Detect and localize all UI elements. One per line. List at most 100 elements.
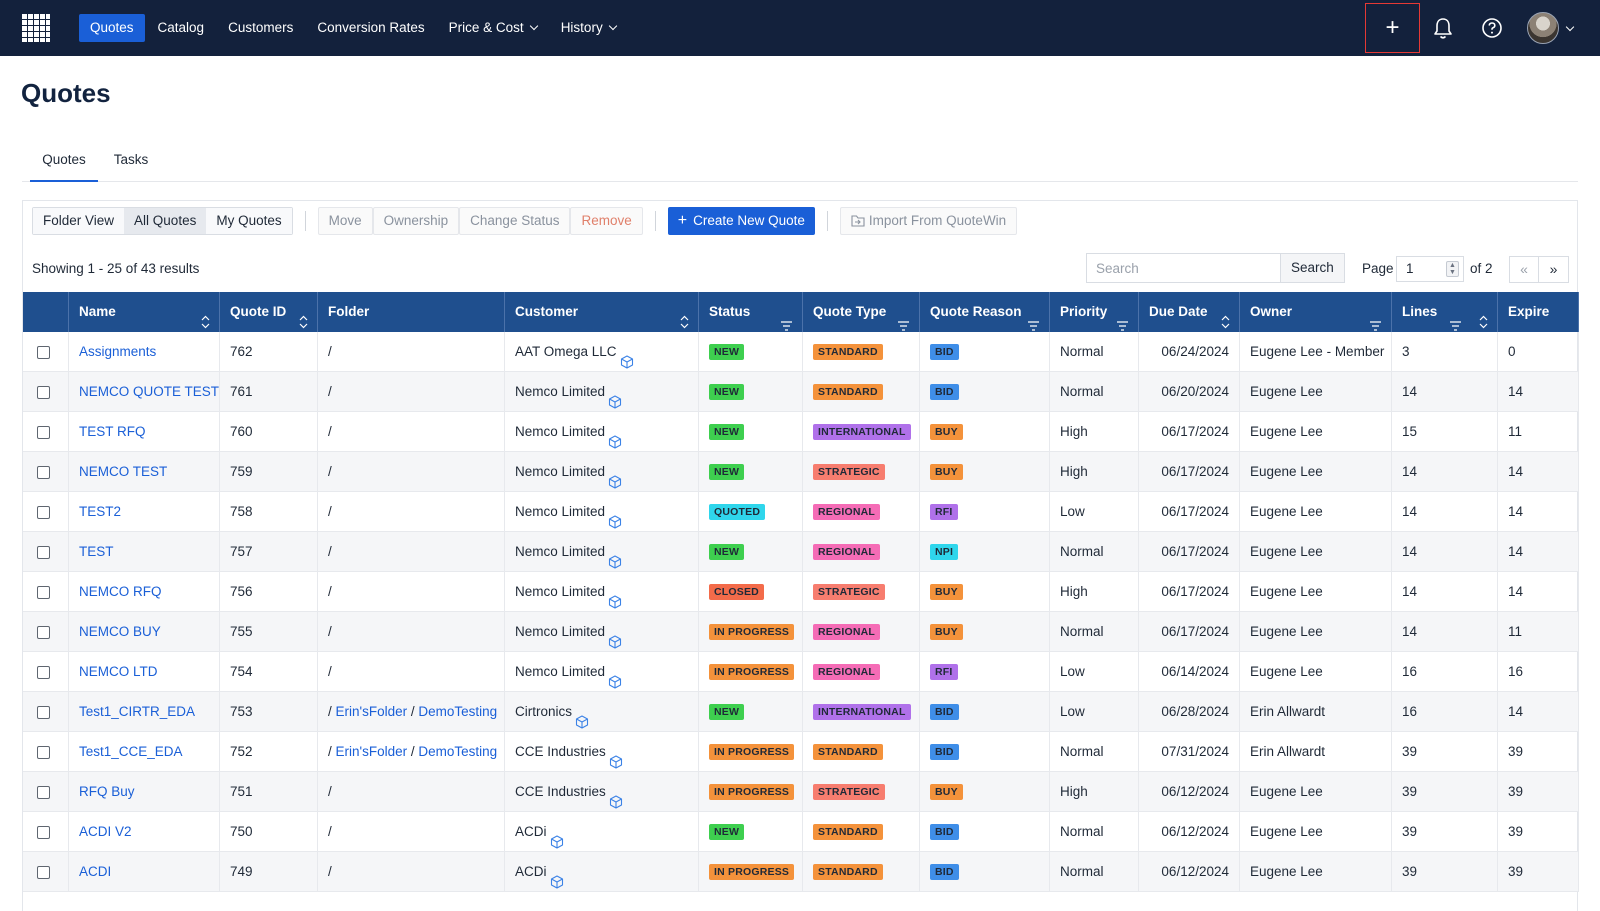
table-row[interactable]: TEST RFQ 760 / Nemco Limited NEW INTERNATIONA… (23, 412, 1579, 452)
sort-icon[interactable] (1479, 305, 1488, 329)
row-checkbox[interactable] (37, 825, 50, 839)
create-new-quote-button[interactable]: + Create New Quote (667, 207, 815, 235)
tab-quotes[interactable]: Quotes (30, 142, 98, 182)
nav-item-conversion-rates[interactable]: Conversion Rates (306, 14, 435, 42)
quote-name-link[interactable]: TEST2 (79, 504, 122, 519)
column-header-select[interactable] (23, 292, 69, 332)
quote-name-link[interactable]: TEST (79, 544, 114, 559)
table-row[interactable]: Test1_CIRTR_EDA 753/ Erin'sFolder / DemoT… (23, 692, 1579, 732)
remove-button[interactable]: Remove (570, 207, 643, 235)
filter-icon[interactable] (898, 307, 909, 331)
table-row[interactable]: Assignments 762 / AAT Omega LLC NEW STANDARD B… (23, 332, 1579, 372)
search-input[interactable] (1086, 253, 1280, 283)
table-row[interactable]: TEST 757 / Nemco Limited NEW REGIONAL NPI Norma… (23, 532, 1579, 572)
sort-icon[interactable] (1221, 305, 1230, 329)
change-status-button[interactable]: Change Status (459, 207, 571, 235)
quote-name-link[interactable]: NEMCO RFQ (79, 584, 162, 599)
cube-icon[interactable] (609, 785, 623, 809)
move-button[interactable]: Move (317, 207, 373, 235)
row-checkbox[interactable] (37, 545, 50, 559)
quote-name-link[interactable]: NEMCO TEST (79, 464, 168, 479)
column-header-lines[interactable]: Lines (1392, 292, 1498, 332)
cube-icon[interactable] (608, 625, 622, 649)
help-icon[interactable] (1481, 17, 1503, 39)
sort-icon[interactable] (201, 305, 210, 329)
quote-name-link[interactable]: NEMCO LTD (79, 664, 158, 679)
cube-icon[interactable] (575, 705, 589, 729)
column-header-due-date[interactable]: Due Date (1139, 292, 1240, 332)
cube-icon[interactable] (608, 665, 622, 689)
folder-link[interactable]: DemoTesting (418, 704, 498, 719)
page-number-input[interactable]: 1 ▲ ▼ (1396, 256, 1464, 282)
quote-name-link[interactable]: Test1_CCE_EDA (79, 744, 183, 759)
column-header-quote-type[interactable]: Quote Type (803, 292, 920, 332)
nav-item-history[interactable]: History (550, 14, 627, 42)
table-row[interactable]: ACDI 749 / ACDi IN PROGRESS STANDARD BID Normal… (23, 852, 1579, 892)
column-header-folder[interactable]: Folder (318, 292, 505, 332)
folder-link[interactable]: Erin'sFolder (335, 744, 408, 759)
avatar[interactable] (1527, 12, 1559, 44)
row-checkbox[interactable] (37, 385, 50, 399)
row-checkbox[interactable] (37, 505, 50, 519)
cube-icon[interactable] (608, 505, 622, 529)
quote-name-link[interactable]: Test1_CIRTR_EDA (79, 704, 196, 719)
column-header-customer[interactable]: Customer (505, 292, 699, 332)
quote-name-link[interactable]: TEST RFQ (79, 424, 146, 439)
folder-view-button[interactable]: Folder View (33, 208, 125, 234)
column-header-status[interactable]: Status (699, 292, 803, 332)
my-quotes-button[interactable]: My Quotes (206, 208, 292, 234)
cube-icon[interactable] (608, 385, 622, 409)
nav-item-price-cost[interactable]: Price & Cost (438, 14, 548, 42)
row-checkbox[interactable] (37, 745, 50, 759)
cube-icon[interactable] (550, 825, 564, 849)
table-row[interactable]: NEMCO TEST 759 / Nemco Limited NEW STRATEGIC B… (23, 452, 1579, 492)
nav-item-customers[interactable]: Customers (217, 14, 304, 42)
search-button[interactable]: Search (1280, 253, 1345, 283)
cube-icon[interactable] (620, 345, 634, 369)
row-checkbox[interactable] (37, 625, 50, 639)
nav-item-quotes[interactable]: Quotes (79, 14, 145, 42)
table-row[interactable]: NEMCO QUOTE TEST 761 / Nemco Limited NEW STAN… (23, 372, 1579, 412)
page-stepper[interactable]: ▲ ▼ (1446, 261, 1459, 277)
folder-link[interactable]: DemoTesting (418, 744, 498, 759)
import-quotewin-button[interactable]: Import From QuoteWin (839, 207, 1018, 235)
quote-name-link[interactable]: ACDI (79, 864, 112, 879)
table-row[interactable]: NEMCO LTD 754 / Nemco Limited IN PROGRESS REG… (23, 652, 1579, 692)
row-checkbox[interactable] (37, 785, 50, 799)
row-checkbox[interactable] (37, 865, 50, 879)
table-row[interactable]: NEMCO BUY 755 / Nemco Limited IN PROGRESS REG… (23, 612, 1579, 652)
filter-icon[interactable] (1450, 307, 1461, 331)
quote-name-link[interactable]: RFQ Buy (79, 784, 135, 799)
row-checkbox[interactable] (37, 425, 50, 439)
prev-page-button[interactable]: « (1510, 257, 1539, 282)
row-checkbox[interactable] (37, 665, 50, 679)
column-header-quote-id[interactable]: Quote ID (220, 292, 318, 332)
column-header-expire[interactable]: Expire (1498, 292, 1579, 332)
bell-icon[interactable] (1432, 16, 1454, 40)
plus-button[interactable]: + (1365, 3, 1420, 53)
column-header-quote-reason[interactable]: Quote Reason (920, 292, 1050, 332)
quote-name-link[interactable]: Assignments (79, 344, 157, 359)
tab-tasks[interactable]: Tasks (113, 152, 149, 167)
all-quotes-button[interactable]: All Quotes (124, 208, 207, 234)
folder-link[interactable]: Erin'sFolder (335, 704, 408, 719)
column-header-priority[interactable]: Priority (1050, 292, 1139, 332)
table-row[interactable]: TEST2 758 / Nemco Limited QUOTED REGIONAL RFI L… (23, 492, 1579, 532)
cube-icon[interactable] (550, 865, 564, 889)
cube-icon[interactable] (608, 425, 622, 449)
chevron-down-icon[interactable] (1565, 22, 1575, 32)
filter-icon[interactable] (1117, 307, 1128, 331)
nav-item-catalog[interactable]: Catalog (147, 14, 216, 42)
table-row[interactable]: ACDI V2 750 / ACDi NEW STANDARD BID Normal 06/12… (23, 812, 1579, 852)
grid-logo-icon[interactable] (21, 13, 51, 43)
quote-name-link[interactable]: NEMCO QUOTE TEST (79, 384, 220, 399)
cube-icon[interactable] (608, 465, 622, 489)
sort-icon[interactable] (299, 305, 308, 329)
column-header-name[interactable]: Name (69, 292, 220, 332)
column-header-owner[interactable]: Owner (1240, 292, 1392, 332)
filter-icon[interactable] (1028, 307, 1039, 331)
row-checkbox[interactable] (37, 585, 50, 599)
row-checkbox[interactable] (37, 345, 50, 359)
cube-icon[interactable] (609, 745, 623, 769)
sort-icon[interactable] (680, 305, 689, 329)
